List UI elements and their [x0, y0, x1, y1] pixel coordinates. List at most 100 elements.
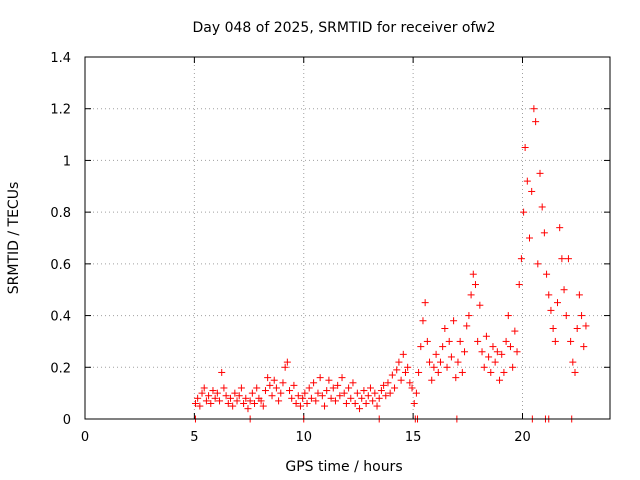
data-point: [434, 368, 442, 376]
data-point: [342, 399, 350, 407]
grid-layer: [85, 57, 610, 419]
data-point: [558, 255, 566, 263]
data-point: [562, 312, 570, 320]
data-point: [321, 402, 329, 410]
data-point: [218, 368, 226, 376]
data-point: [532, 118, 540, 126]
data-point: [264, 374, 272, 382]
data-point: [423, 337, 431, 345]
data-point: [474, 337, 482, 345]
data-point: [388, 371, 396, 379]
data-point: [461, 348, 469, 356]
x-tick-label: 15: [405, 430, 422, 445]
data-points: [191, 105, 590, 423]
data-point: [404, 363, 412, 371]
data-point: [428, 376, 436, 384]
data-point: [275, 397, 283, 405]
data-point: [358, 394, 366, 402]
data-point: [244, 405, 252, 413]
data-point: [205, 392, 213, 400]
data-point: [211, 394, 219, 402]
data-point: [371, 389, 379, 397]
data-point: [513, 348, 521, 356]
data-point: [399, 350, 407, 358]
data-point: [279, 379, 287, 387]
data-point: [482, 332, 490, 340]
data-point: [266, 381, 274, 389]
data-point: [441, 325, 449, 332]
data-point: [248, 389, 256, 397]
data-point: [377, 387, 385, 395]
data-point: [395, 358, 403, 366]
data-point: [325, 376, 333, 384]
data-point: [257, 397, 265, 405]
data-point: [268, 392, 276, 400]
data-point: [458, 368, 466, 376]
data-point: [270, 376, 278, 384]
data-point: [564, 255, 572, 263]
data-point: [366, 384, 374, 392]
data-point: [220, 384, 228, 392]
data-point: [496, 376, 504, 384]
data-point: [373, 402, 381, 410]
data-point: [375, 394, 383, 402]
data-point: [515, 281, 523, 289]
data-point: [445, 337, 453, 345]
data-point: [476, 301, 484, 309]
data-point: [401, 368, 409, 376]
data-point: [235, 392, 243, 400]
data-point: [545, 291, 553, 299]
data-point: [426, 358, 434, 366]
data-point: [471, 281, 479, 289]
data-point: [288, 394, 296, 402]
data-point: [240, 399, 248, 407]
data-point: [356, 405, 364, 413]
data-point: [307, 394, 315, 402]
data-point: [406, 379, 414, 387]
data-point: [536, 169, 544, 177]
data-point: [410, 399, 418, 407]
data-point: [353, 389, 361, 397]
data-point: [456, 337, 464, 345]
data-point: [549, 325, 557, 332]
data-point: [417, 343, 425, 351]
data-point: [554, 299, 561, 307]
data-point: [382, 392, 390, 400]
data-point: [362, 399, 370, 407]
data-point: [331, 397, 339, 405]
chart-title: Day 048 of 2025, SRMTID for receiver ofw…: [192, 20, 495, 36]
data-point: [209, 387, 217, 395]
data-point: [436, 358, 444, 366]
data-point: [571, 368, 579, 376]
data-point: [491, 358, 499, 366]
data-point: [493, 348, 501, 356]
data-point: [500, 368, 508, 376]
data-point: [556, 224, 564, 232]
data-point: [231, 389, 239, 397]
data-point: [334, 381, 342, 389]
data-point: [447, 353, 455, 361]
data-point: [506, 343, 514, 351]
y-tick-label: 0.8: [50, 206, 71, 221]
x-axis-label: GPS time / hours: [285, 459, 402, 475]
data-point: [450, 317, 458, 325]
data-point: [543, 270, 551, 278]
data-point: [200, 384, 208, 392]
data-point: [419, 317, 427, 325]
y-tick-label: 1: [63, 154, 71, 169]
data-point: [534, 260, 542, 268]
data-point: [528, 187, 536, 195]
data-point: [277, 389, 285, 397]
data-point: [393, 366, 401, 374]
y-tick-label: 0: [63, 413, 71, 428]
x-tick-label: 10: [295, 430, 312, 445]
data-point: [467, 291, 475, 299]
data-point: [509, 363, 517, 371]
data-point: [478, 348, 486, 356]
data-point: [386, 389, 394, 397]
data-point: [272, 384, 280, 392]
data-point: [314, 389, 322, 397]
data-point: [573, 325, 581, 332]
data-point: [281, 363, 289, 371]
data-point: [246, 397, 254, 405]
